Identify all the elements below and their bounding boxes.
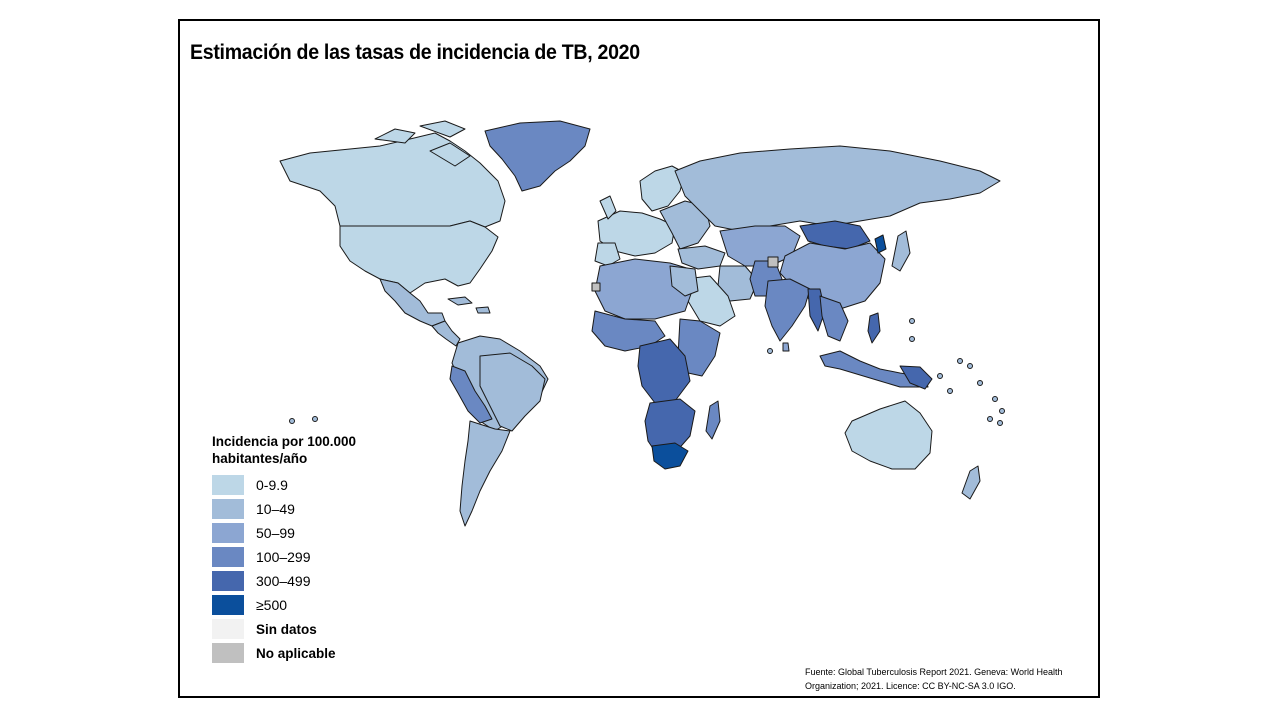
source-line2: Organization; 2021. Licence: CC BY-NC-SA… [805, 680, 1016, 691]
region-south-africa [651, 442, 689, 470]
region-japan [891, 230, 911, 272]
region-russia [674, 145, 1001, 232]
region-papua [899, 365, 933, 390]
legend-swatch [212, 523, 244, 543]
legend-label: 0-9.9 [256, 477, 288, 493]
legend-label: ≥500 [256, 597, 288, 613]
legend-swatch [212, 547, 244, 567]
legend-label: 50–99 [256, 525, 295, 541]
legend-item: 10–49 [212, 497, 392, 521]
region-greenland [484, 120, 591, 192]
region-new-zealand [961, 465, 981, 500]
region-madagascar [705, 400, 721, 440]
legend-swatch [212, 475, 244, 495]
legend-swatch [212, 619, 244, 639]
region-philippines [867, 312, 881, 344]
source-note: Fuente: Global Tuberculosis Report 2021.… [805, 666, 1095, 693]
legend-label: Sin datos [256, 621, 317, 637]
region-indochina [819, 295, 849, 342]
region-australia [844, 400, 933, 470]
region-india [764, 278, 811, 342]
map-title: Estimación de las tasas de incidencia de… [190, 41, 640, 64]
legend-title: Incidencia por 100.000 habitantes/año [212, 433, 392, 467]
region-no-data [591, 282, 601, 292]
pacific-islands [289, 318, 1005, 426]
legend-title-line2: habitantes/año [212, 451, 308, 466]
world-map [279, 120, 1005, 527]
region-canada [279, 132, 506, 228]
region-north-africa [594, 258, 693, 320]
legend-swatch [212, 499, 244, 519]
region-peru-bolivia [449, 365, 493, 424]
region-sri-lanka [782, 342, 790, 352]
region-central-america [431, 320, 461, 347]
map-legend: Incidencia por 100.000 habitantes/año 0-… [212, 433, 392, 665]
region-indonesia [819, 350, 929, 388]
legend-label: No aplicable [256, 645, 336, 661]
region-canadian-arctic [374, 120, 471, 167]
region-scandinavia [639, 165, 686, 212]
region-usa [339, 220, 499, 294]
legend-item: 100–299 [212, 545, 392, 569]
legend-label: 300–499 [256, 573, 311, 589]
region-egypt [669, 265, 699, 297]
region-eastern-europe [659, 200, 711, 250]
source-line1: Fuente: Global Tuberculosis Report 2021.… [805, 667, 1063, 677]
legend-label: 10–49 [256, 501, 295, 517]
legend-item: 0-9.9 [212, 473, 392, 497]
region-turkey-caucasus [677, 245, 726, 270]
legend-item: ≥500 [212, 593, 392, 617]
region-uk [599, 195, 617, 220]
legend-item: No aplicable [212, 641, 392, 665]
legend-item: 50–99 [212, 521, 392, 545]
legend-swatch [212, 643, 244, 663]
legend-item: Sin datos [212, 617, 392, 641]
region-north-korea [874, 234, 887, 254]
region-iberia [594, 242, 621, 267]
region-caribbean [447, 296, 491, 314]
region-not-applicable [767, 256, 779, 268]
legend-swatch [212, 595, 244, 615]
map-frame: Estimación de las tasas de incidencia de… [178, 19, 1100, 698]
region-southern-cone [459, 420, 511, 527]
legend-items: 0-9.9 10–49 50–99 100–299 300–499 ≥500 Sin dat… [212, 473, 392, 665]
legend-swatch [212, 571, 244, 591]
legend-item: 300–499 [212, 569, 392, 593]
legend-title-line1: Incidencia por 100.000 [212, 434, 357, 449]
region-brazil [479, 352, 546, 432]
legend-label: 100–299 [256, 549, 311, 565]
